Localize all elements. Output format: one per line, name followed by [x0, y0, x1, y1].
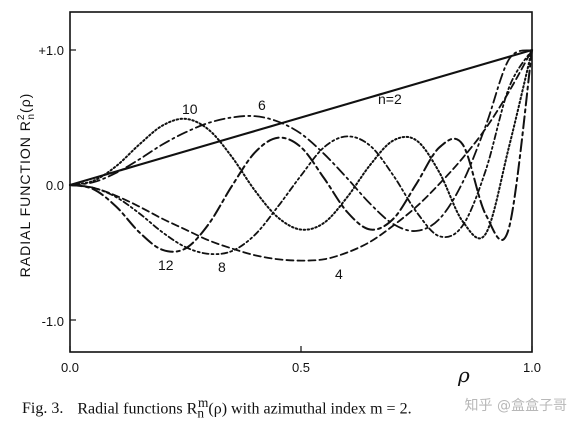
caption-text2: (ρ) with azimuthal index m = 2.: [208, 400, 412, 418]
caption-fig-label: Fig. 3.: [22, 400, 64, 418]
series-line-8: [69, 49, 533, 256]
series-line-4: [69, 49, 533, 262]
axis-ticks: [69, 49, 533, 352]
curve-label-4: 4: [335, 266, 343, 282]
x-axis-label: ρ: [457, 363, 470, 387]
series-line-n2: [68, 48, 534, 187]
x-tick-label-0: 0.0: [61, 360, 79, 375]
series-line-10: [69, 49, 533, 240]
curve-label-6: 6: [258, 97, 266, 113]
figure-caption: Fig. 3. Radial functions Rnm(ρ) with azim…: [22, 395, 567, 422]
x-tick-label-05: 0.5: [292, 360, 310, 375]
watermark: 知乎 @盒盒子哥: [464, 398, 567, 414]
curve-label-10: 10: [182, 101, 198, 117]
curve-label-12: 12: [158, 257, 174, 273]
y-axis-label: RADIAL FUNCTION R2n(ρ): [16, 93, 37, 278]
y-tick-label-plus1: +1.0: [38, 43, 64, 58]
series-line-12: [69, 49, 533, 253]
svg-text:RADIAL FUNCTION R2n(ρ): RADIAL FUNCTION R2n(ρ): [16, 93, 37, 278]
x-tick-label-1: 1.0: [523, 360, 541, 375]
y-tick-label-0: 0.0: [46, 178, 64, 193]
y-tick-label-minus1: -1.0: [42, 314, 64, 329]
curve-label-n2: n=2: [378, 91, 402, 107]
curve-label-8: 8: [218, 259, 226, 275]
caption-text: Radial functions R: [77, 400, 198, 418]
caption-sub: n: [197, 405, 204, 421]
caption-sup: m: [198, 395, 209, 410]
series-line-6: [69, 49, 533, 232]
curve-group: [68, 48, 534, 262]
